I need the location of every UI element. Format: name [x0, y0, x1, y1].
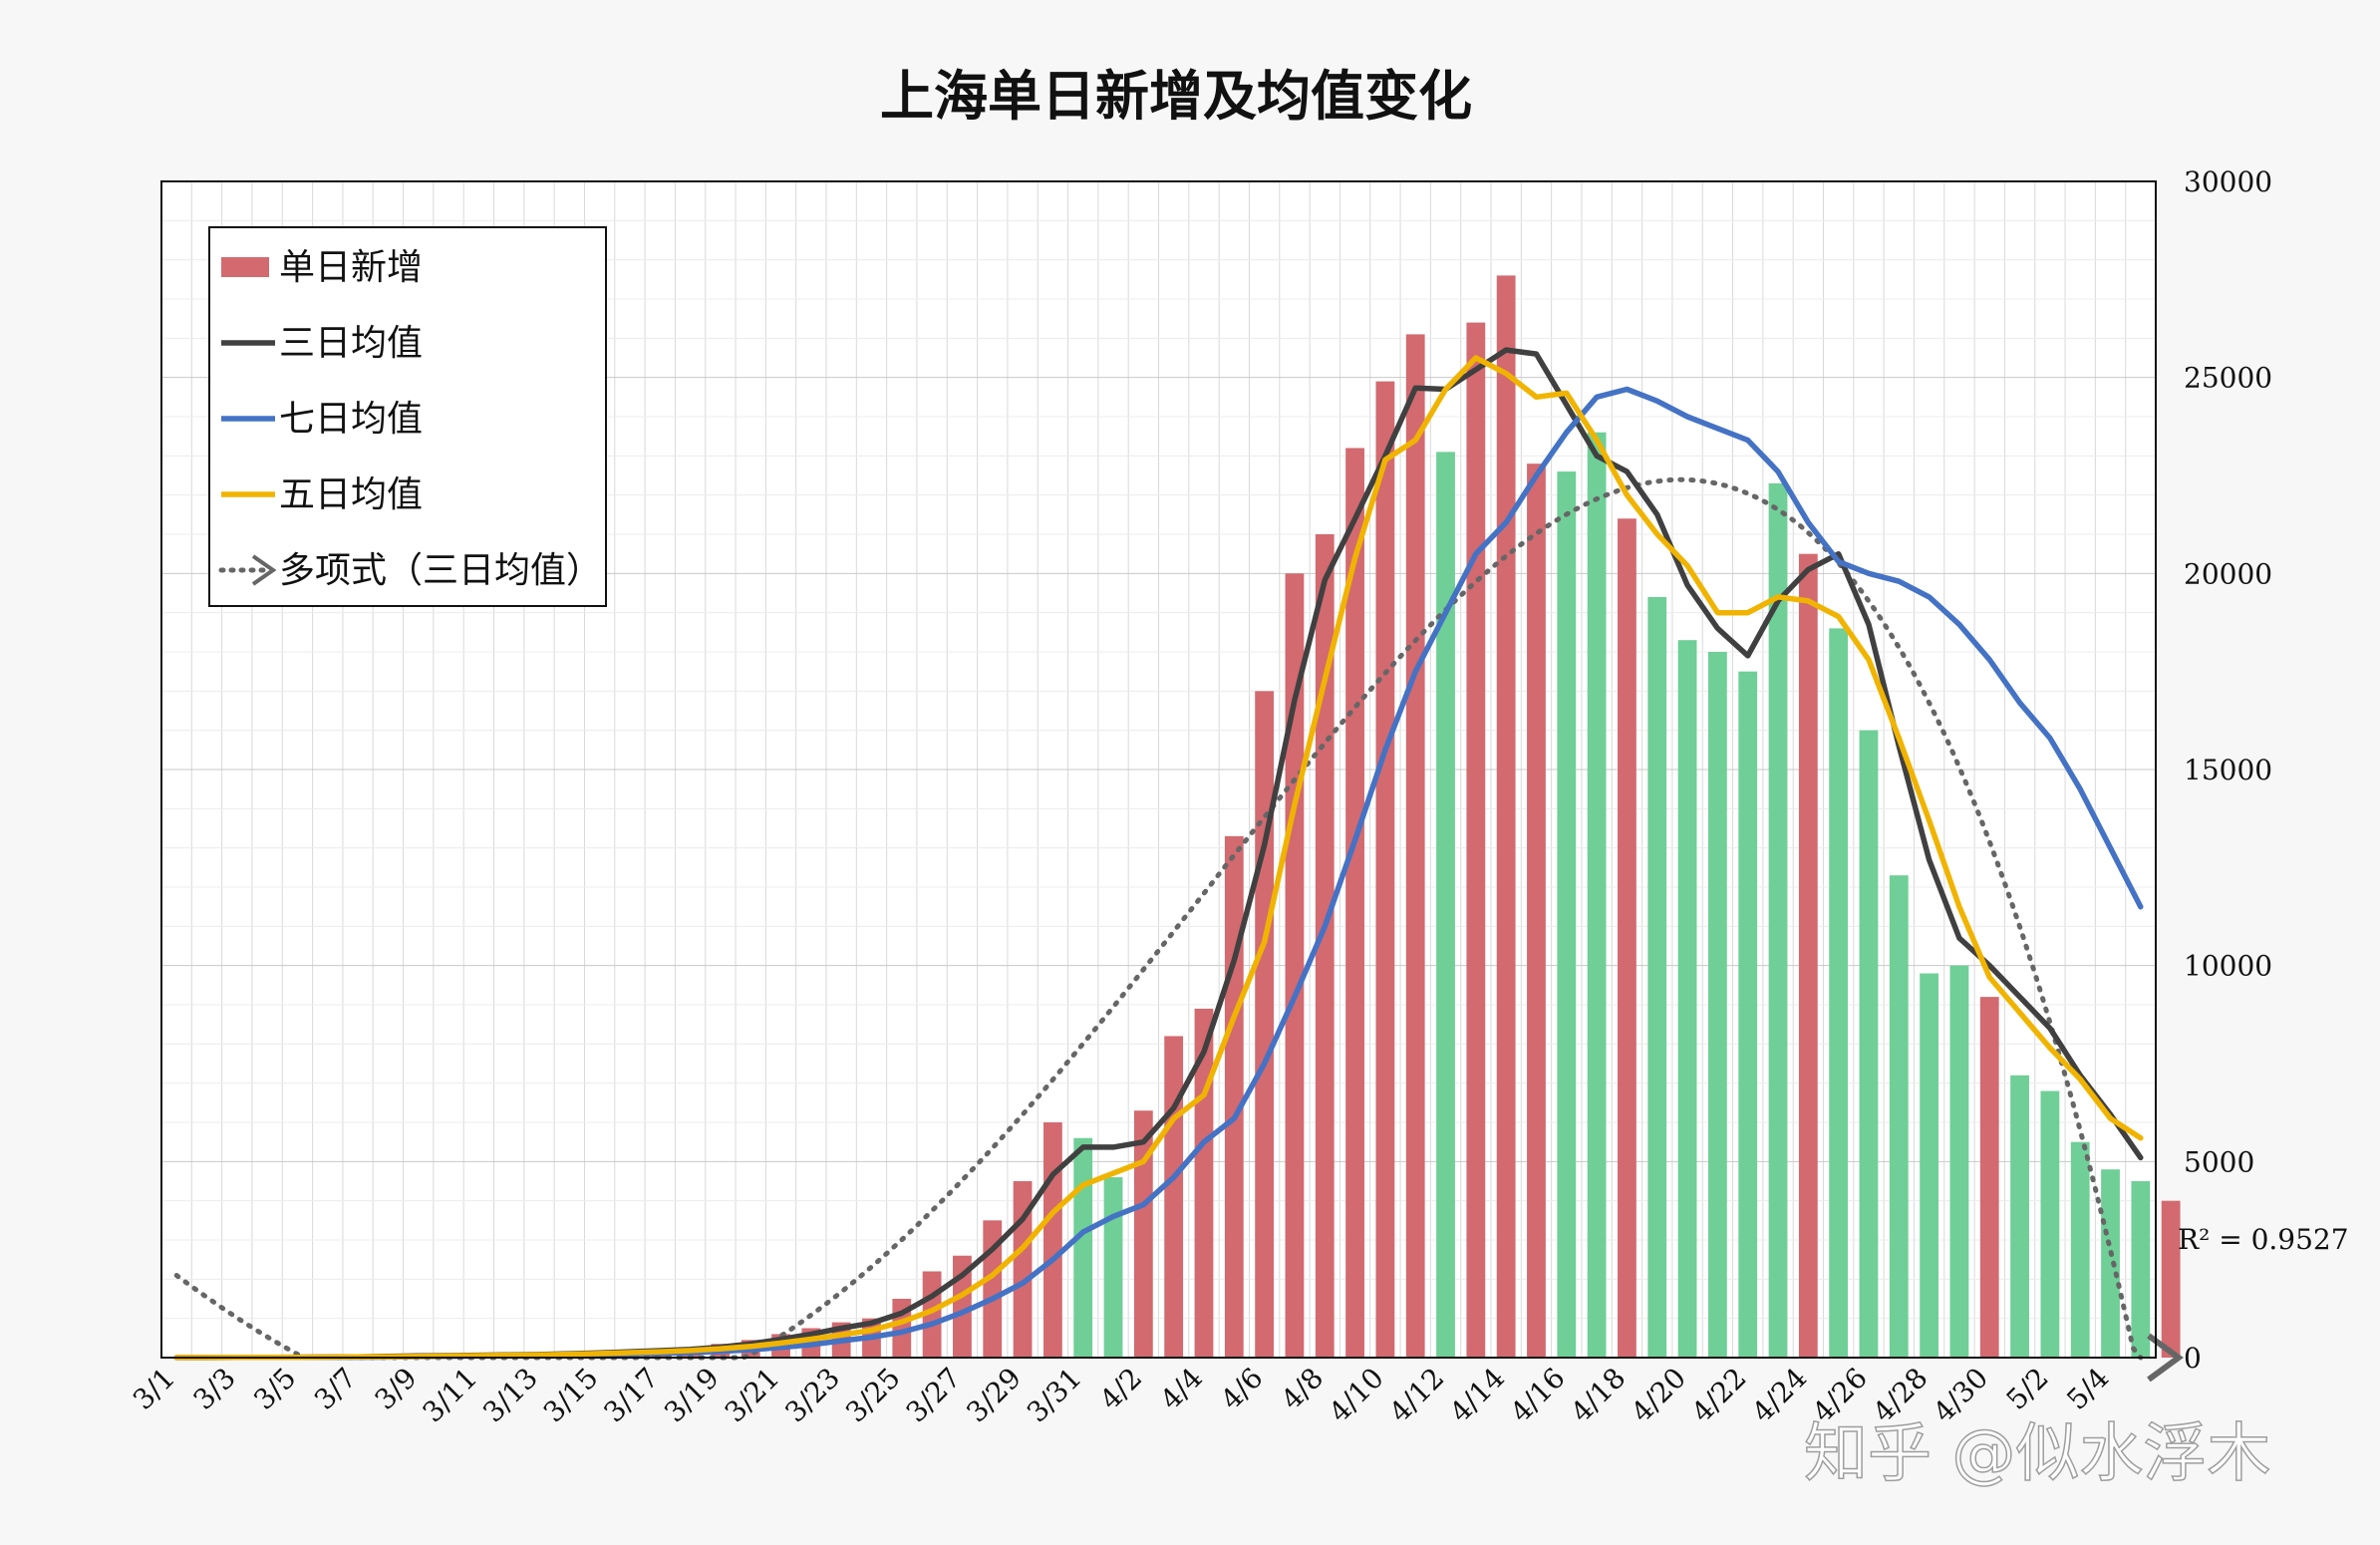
x-tick-label: 3/7	[308, 1362, 363, 1416]
bar	[1920, 973, 1939, 1358]
y-tick-label: 20000	[2184, 557, 2272, 590]
bar	[1889, 875, 1909, 1358]
x-tick-label: 4/22	[1685, 1362, 1753, 1429]
x-tick-label: 4/2	[1093, 1362, 1148, 1416]
bar	[1345, 448, 1364, 1358]
x-tick-label: 3/11	[416, 1362, 483, 1429]
bar	[1587, 432, 1607, 1358]
bar	[1707, 652, 1727, 1358]
x-tick-label: 4/16	[1504, 1362, 1572, 1429]
y-tick-label: 30000	[2184, 165, 2272, 198]
bar	[1285, 573, 1305, 1358]
bar	[1405, 334, 1425, 1358]
y-tick-label: 15000	[2184, 754, 2272, 786]
bar	[2070, 1141, 2090, 1358]
bar	[1677, 640, 1697, 1358]
x-tick-label: 4/10	[1323, 1362, 1390, 1429]
bar	[1949, 965, 1969, 1358]
bar	[2131, 1181, 2151, 1358]
trendline-arrow-icon	[2147, 1333, 2184, 1383]
bar	[1103, 1177, 1123, 1358]
legend-item: 五日均值	[221, 474, 423, 515]
x-tick-label: 3/27	[900, 1362, 968, 1429]
x-tick-label: 3/19	[658, 1362, 726, 1429]
y-tick-label: 25000	[2184, 362, 2272, 395]
bar	[1768, 482, 1788, 1358]
axes-layer	[160, 180, 2157, 1359]
bar	[1527, 464, 1546, 1358]
bar	[1073, 1137, 1093, 1358]
x-tick-label: 3/9	[368, 1362, 423, 1416]
x-tick-label: 3/1	[127, 1362, 181, 1416]
legend-label: 单日新增	[279, 247, 423, 288]
bar	[2040, 1090, 2060, 1358]
bar	[1375, 381, 1395, 1359]
bar	[1255, 691, 1275, 1358]
bar	[2101, 1169, 2120, 1358]
bar	[1042, 1122, 1062, 1358]
bar	[1164, 1036, 1184, 1358]
x-tick-label: 3/29	[960, 1362, 1028, 1429]
x-tick-label: 3/25	[839, 1362, 907, 1429]
chart-title: 上海单日新增及均值变化	[880, 65, 1472, 128]
legend-box	[208, 226, 607, 607]
watermark: 知乎 @似水浮木	[1804, 1417, 2270, 1491]
x-tick-label: 3/3	[187, 1362, 242, 1416]
legend-label: 三日均值	[279, 323, 423, 364]
x-tick-label: 4/18	[1565, 1362, 1633, 1429]
y-tick-label: 0	[2184, 1342, 2202, 1375]
x-tick-label: 3/23	[778, 1362, 846, 1429]
bar	[1466, 322, 1486, 1359]
plot-frame	[160, 180, 2157, 1359]
legend-label: 七日均值	[279, 399, 423, 440]
x-tick-label: 3/17	[597, 1362, 665, 1429]
bar	[1829, 628, 1849, 1358]
bar	[1738, 671, 1758, 1358]
bar	[1224, 835, 1244, 1358]
x-tick-label: 4/20	[1625, 1362, 1692, 1429]
legend-item: 单日新增	[221, 247, 423, 288]
y-tick-label: 10000	[2184, 950, 2272, 983]
legend-swatch	[221, 257, 269, 277]
legend-label: 多项式（三日均值）	[279, 550, 602, 591]
series-line	[173, 355, 2144, 1361]
x-tick-label: 5/4	[2060, 1362, 2115, 1416]
y-tick-label: 5000	[2184, 1145, 2254, 1178]
bar	[1557, 471, 1577, 1359]
bar	[1798, 553, 1818, 1358]
bar	[1979, 997, 1999, 1358]
x-tick-label: 4/14	[1443, 1362, 1511, 1429]
bar	[1133, 1110, 1153, 1358]
bar	[1618, 518, 1636, 1358]
x-tick-label: 4/4	[1154, 1362, 1209, 1416]
bar	[1436, 452, 1455, 1358]
x-tick-label: 4/6	[1214, 1362, 1269, 1416]
x-tick-label: 5/2	[2000, 1362, 2055, 1416]
legend-arrow-icon	[251, 554, 277, 586]
r-squared-label: R² = 0.9527	[2178, 1223, 2349, 1256]
bar	[1496, 275, 1516, 1358]
legend-item: 三日均值	[221, 323, 423, 364]
x-tick-label: 4/12	[1383, 1362, 1451, 1429]
bars-layer	[166, 275, 2181, 1359]
x-tick-label: 3/31	[1021, 1362, 1088, 1429]
x-tick-label: 3/5	[247, 1362, 302, 1416]
legend-label: 五日均值	[279, 474, 423, 515]
x-tick-label: 3/21	[719, 1362, 786, 1429]
bar	[2010, 1075, 2029, 1358]
bar	[1647, 596, 1667, 1358]
legend-item: 多项式（三日均值）	[218, 550, 602, 591]
x-tick-label: 3/13	[476, 1362, 544, 1429]
legend-item: 七日均值	[221, 399, 423, 440]
bar	[2161, 1200, 2181, 1358]
x-tick-label: 3/15	[537, 1362, 605, 1429]
x-tick-label: 4/8	[1275, 1362, 1330, 1416]
bar	[1859, 730, 1879, 1358]
